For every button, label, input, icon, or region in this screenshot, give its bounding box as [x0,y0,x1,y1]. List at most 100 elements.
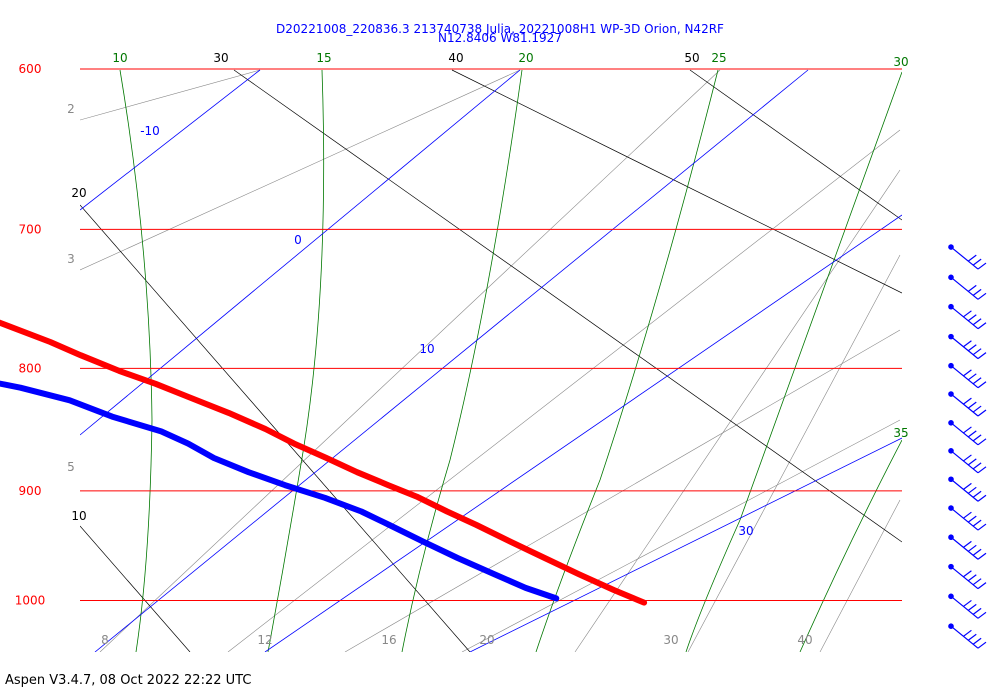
isobar-label: 600 [19,62,42,76]
isotherm-line [80,69,521,436]
chart-title: D20221008_220836.3 213740738 Julia, 2022… [276,22,724,36]
mixing-ratio-label: 5 [67,460,75,474]
wind-barb-staff [950,507,979,531]
wind-barb [948,362,987,389]
wind-barb-flag [972,519,982,527]
isotherm-label: -10 [140,124,160,138]
mixing-ratio-lines [80,69,901,652]
mixing-ratio-label: 16 [381,633,396,647]
moist-adiabat-line [685,71,902,652]
dry-adiabat-line [689,69,902,221]
wind-barb-flag [963,570,972,578]
wind-barb-flag [972,637,982,645]
dry-adiabat-label: 50 [684,51,699,65]
axis-labels: 600 700 800 900 1000 -10 0 10 30 30 40 50 20 10 10 15 20… [15,51,909,647]
dry-adiabat-label: 20 [71,186,86,200]
wind-barb-flag [972,578,982,586]
wind-barb-flag [977,262,987,270]
wind-barb-flag [967,486,977,494]
wind-barb-flag [963,482,972,490]
dry-adiabat-line [451,69,902,294]
mixing-ratio-line [687,254,901,652]
wind-barb-staff [950,336,979,360]
wind-barb-flag [963,511,972,519]
wind-barb-flag [977,466,987,474]
wind-barb-staff [950,246,979,270]
wind-barb-flag [977,381,987,389]
wind-barb-staff [950,450,979,474]
wind-barb-flag [977,582,987,590]
wind-barb [948,274,987,300]
dry-adiabat-label: 30 [213,51,228,65]
isotherm-label: 0 [294,233,302,247]
moist-adiabat-label: 25 [711,51,726,65]
wind-barb-flag [967,344,977,352]
wind-barb-flag [967,515,977,523]
wind-barb-flag [963,599,972,607]
wind-barb [948,391,987,417]
mixing-ratio-label: 2 [67,102,75,116]
isotherm-line [469,437,902,652]
wind-barb-flag [972,318,982,326]
wind-barb-flag [963,310,972,318]
wind-barb [948,593,987,619]
wind-barb-flag [977,292,987,300]
wind-barb-flag [972,348,982,356]
moist-adiabat-line [401,69,523,652]
moist-adiabat-line [119,69,153,652]
mixing-ratio-line [574,169,901,652]
moist-adiabat-line [799,439,902,652]
dry-adiabat-label: 40 [448,51,463,65]
wind-barb [948,448,987,474]
wind-barb [948,534,987,560]
wind-barb [948,244,987,270]
wind-barb-flag [977,438,987,446]
wind-barb-flag [967,314,977,322]
mixing-ratio-label: 12 [257,633,272,647]
wind-barb [948,419,987,446]
wind-barb-staff [950,595,979,619]
moist-adiabat-label: 10 [112,51,127,65]
wind-barb-staff [950,566,979,590]
wind-barb-flag [967,373,977,381]
wind-barb-flag [963,454,972,462]
wind-barb-flag [963,369,972,377]
wind-barbs [948,244,987,649]
mixing-ratio-label: 30 [663,633,678,647]
wind-barb-flag [972,548,982,556]
wind-barb-flag [967,633,977,641]
isotherms [80,69,902,652]
wind-barb-flag [963,540,972,548]
footer-version: Aspen V3.4.7, 08 Oct 2022 22:22 UTC [5,673,252,688]
wind-barb [948,563,987,590]
moist-adiabat-label: 15 [316,51,331,65]
wind-barb-flag [963,426,972,434]
mixing-ratio-line [461,419,901,652]
mixing-ratio-line [227,129,901,652]
wind-barb-flag [967,284,977,292]
wind-barb-flag [967,458,977,466]
wind-barb-flag [967,254,977,262]
wind-barb-flag [977,409,987,417]
dewpoint-profile [0,380,560,602]
isobars [80,68,902,601]
temperature-profile [0,319,648,606]
wind-barb-flag [972,377,982,385]
isotherm-label: 30 [738,524,753,538]
wind-barb-flag [972,258,982,266]
dry-adiabat-line [80,204,471,652]
wind-barb [948,333,987,360]
wind-barb-flag [977,494,987,502]
moist-adiabat-line [535,69,719,652]
mixing-ratio-label: 40 [797,633,812,647]
wind-barb-flag [977,322,987,330]
isobar-label: 900 [19,484,42,498]
wind-barb-staff [950,536,979,560]
isotherm-line [94,69,809,652]
mixing-ratio-line [819,499,901,652]
wind-barb-flag [972,405,982,413]
wind-barb-flag [977,552,987,560]
dry-adiabat-label: 10 [71,509,86,523]
wind-barb-staff [950,365,979,389]
